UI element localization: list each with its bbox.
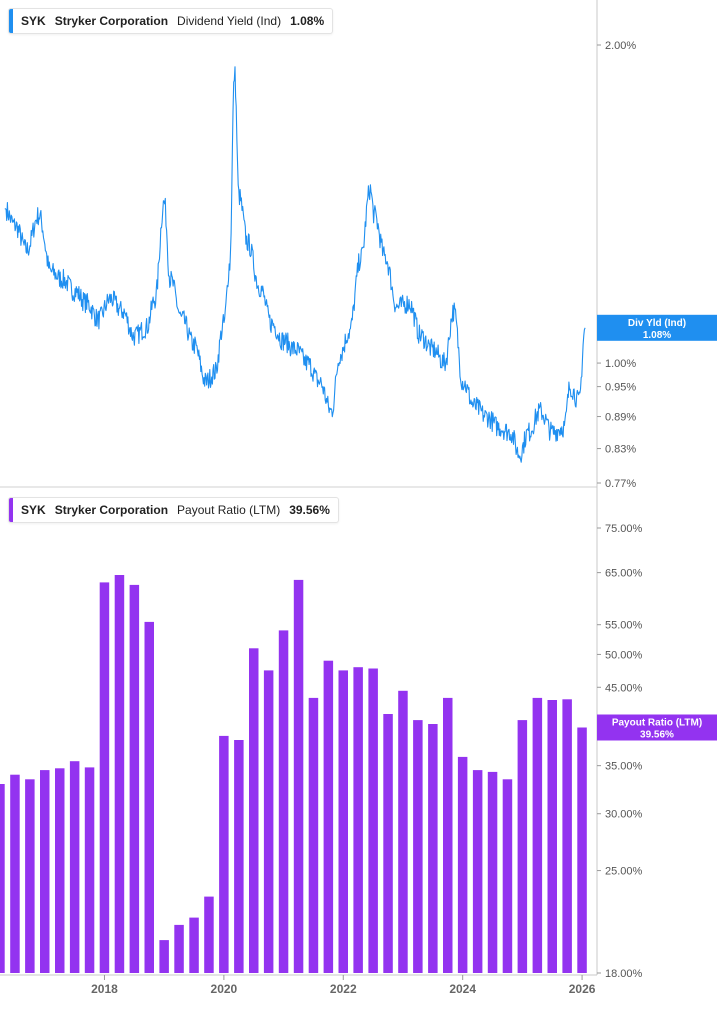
legend-company: Stryker Corporation xyxy=(54,14,169,28)
y-tick-label: 30.00% xyxy=(605,809,643,821)
payout-ratio-bar xyxy=(159,940,169,973)
payout-ratio-bar xyxy=(323,660,334,973)
payout-ratio-bar xyxy=(338,670,348,973)
payout-ratio-badge-label: Payout Ratio (LTM) xyxy=(612,718,702,729)
dividend-yield-panel xyxy=(4,66,586,463)
payout-ratio-bar xyxy=(413,720,423,973)
x-tick-label: 2020 xyxy=(211,982,238,996)
legend-metric: Dividend Yield (Ind) xyxy=(177,14,282,28)
payout-ratio-bar xyxy=(517,720,528,973)
y-tick-label: 35.00% xyxy=(605,761,643,773)
payout-ratio-bar xyxy=(383,714,393,973)
payout-ratio-bar xyxy=(10,774,20,973)
payout-ratio-bar xyxy=(577,727,587,973)
legend-swatch-dividend-yield xyxy=(9,9,13,33)
payout-ratio-bar xyxy=(84,767,95,973)
payout-ratio-bar xyxy=(293,579,304,973)
dividend-yield-badge-label: Div Yld (Ind) xyxy=(628,318,686,329)
payout-ratio-bar xyxy=(99,582,110,973)
legend-ticker: SYK xyxy=(21,503,46,517)
y-tick-label: 1.00% xyxy=(605,358,636,370)
payout-ratio-bar xyxy=(278,630,289,973)
payout-ratio-bar xyxy=(472,770,483,973)
y-tick-label: 25.00% xyxy=(605,866,643,878)
payout-ratio-bar xyxy=(55,768,65,973)
payout-ratio-bar xyxy=(547,700,557,973)
payout-ratio-bar xyxy=(204,896,214,973)
payout-ratio-bar xyxy=(249,648,259,973)
legend-swatch-payout-ratio xyxy=(9,498,13,522)
y-tick-label: 0.83% xyxy=(605,444,636,456)
payout-ratio-panel xyxy=(0,575,587,973)
payout-ratio-badge-value: 39.56% xyxy=(640,730,674,741)
dividend-yield-badge: Div Yld (Ind)1.08% xyxy=(597,314,717,341)
y-tick-label: 0.77% xyxy=(605,478,636,490)
payout-ratio-bar xyxy=(144,621,154,973)
x-tick-label: 2018 xyxy=(91,982,118,996)
payout-ratio-bar xyxy=(368,668,378,973)
payout-ratio-bar xyxy=(428,724,438,973)
payout-ratio-bar xyxy=(562,699,572,973)
payout-ratio-badge: Payout Ratio (LTM)39.56% xyxy=(597,714,717,741)
y-tick-label: 2.00% xyxy=(605,40,636,52)
payout-ratio-bar xyxy=(398,690,408,973)
axes: 2.00% 1.00% 0.95% 0.89% 0.83% 0.77% 75.00% 65.0… xyxy=(0,0,643,996)
payout-ratio-bar xyxy=(0,784,5,973)
legend-ticker: SYK xyxy=(21,14,46,28)
payout-ratio-bar xyxy=(502,779,513,973)
dividend-yield-badge-value: 1.08% xyxy=(643,330,671,341)
legend-value: 39.56% xyxy=(289,503,330,517)
y-tick-label: 55.00% xyxy=(605,620,643,632)
payout-ratio-bar xyxy=(487,771,498,973)
x-tick-label: 2024 xyxy=(449,982,476,996)
payout-ratio-bar xyxy=(25,779,35,973)
payout-ratio-bar xyxy=(234,740,244,973)
y-tick-label: 45.00% xyxy=(605,682,643,694)
payout-ratio-bar xyxy=(189,917,199,973)
y-tick-label: 0.89% xyxy=(605,412,636,424)
legend-value: 1.08% xyxy=(290,14,325,28)
payout-ratio-bar xyxy=(219,735,229,973)
legend-company: Stryker Corporation xyxy=(54,503,169,517)
y-tick-label: 65.00% xyxy=(605,568,643,580)
payout-ratio-badge-bg xyxy=(597,714,717,741)
payout-ratio-bar xyxy=(69,761,80,973)
payout-ratio-bar xyxy=(263,670,274,973)
payout-ratio-bar xyxy=(457,756,468,973)
y-tick-label: 75.00% xyxy=(605,523,643,535)
payout-ratio-bar xyxy=(114,575,125,973)
payout-ratio-bar xyxy=(129,584,140,973)
dividend-yield-line xyxy=(4,66,586,463)
y-tick-label: 18.00% xyxy=(605,968,643,980)
legend-dividend-yield[interactable]: SYK Stryker Corporation Dividend Yield (… xyxy=(8,8,334,34)
payout-ratio-bar xyxy=(308,697,319,973)
legend-payout-ratio[interactable]: SYK Stryker Corporation Payout Ratio (LT… xyxy=(8,497,339,523)
payout-ratio-bar xyxy=(532,697,543,973)
y-tick-label: 50.00% xyxy=(605,649,643,661)
payout-ratio-bar xyxy=(40,770,50,973)
legend-metric: Payout Ratio (LTM) xyxy=(177,503,281,517)
payout-ratio-bar xyxy=(353,667,363,973)
payout-ratio-bar xyxy=(443,697,453,973)
payout-ratio-bar xyxy=(174,924,184,973)
x-tick-label: 2022 xyxy=(330,982,357,996)
x-tick-label: 2026 xyxy=(569,982,596,996)
value-badges: Div Yld (Ind)1.08% Payout Ratio (LTM)39.5… xyxy=(597,314,717,741)
dividend-yield-badge-bg xyxy=(597,314,717,341)
y-tick-label: 0.95% xyxy=(605,382,636,394)
